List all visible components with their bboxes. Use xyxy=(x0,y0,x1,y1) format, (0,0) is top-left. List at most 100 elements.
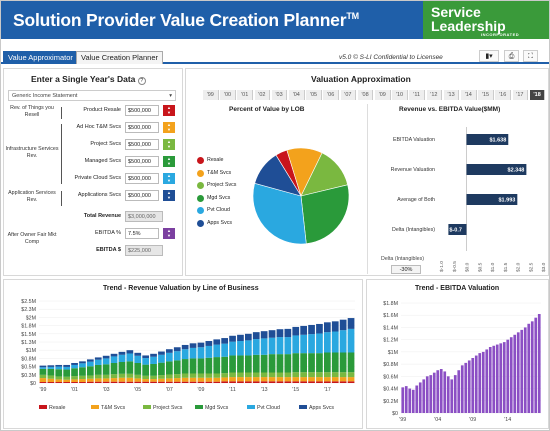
stacked-bar-segment xyxy=(339,381,347,383)
stacked-bar-segment xyxy=(252,339,260,355)
stacked-bar-segment xyxy=(339,377,347,382)
year-tab[interactable]: '11 xyxy=(409,90,425,100)
row-stepper[interactable]: ▲ ▼ xyxy=(163,122,175,133)
year-tab[interactable]: '16 xyxy=(495,90,511,100)
stacked-bar-segment xyxy=(47,365,55,367)
year-tab[interactable]: '08 xyxy=(357,90,374,100)
year-tab[interactable]: '14 xyxy=(461,90,477,100)
stacked-bar-segment xyxy=(229,372,236,378)
bookmark-icon[interactable]: ▮▾ xyxy=(479,50,499,62)
group-bracket xyxy=(61,124,62,184)
hbar-category-label: Revenue Valuation xyxy=(391,167,435,173)
ebitda-bar xyxy=(478,353,482,413)
stacked-bar-segment xyxy=(347,318,355,329)
stacked-bar-segment xyxy=(102,355,110,359)
year-tab[interactable]: '15 xyxy=(478,90,494,100)
ebitda-bar xyxy=(523,327,527,413)
stacked-bar-segment xyxy=(308,377,315,382)
stacked-bar-segment xyxy=(63,376,70,380)
ebitda-bar xyxy=(453,375,457,413)
hbar-category-label: Average of Both xyxy=(397,197,435,203)
hbar-tick-label: $-1.0 xyxy=(439,261,445,272)
stacked-bar-segment xyxy=(150,356,157,364)
year-tab[interactable]: '07 xyxy=(340,90,357,100)
year-tab[interactable]: '06 xyxy=(323,90,339,100)
stacked-bar-segment xyxy=(197,347,205,359)
statement-select[interactable]: Generic Income Statement ▾ xyxy=(8,90,176,101)
stacked-bar-segment xyxy=(55,382,63,383)
stacked-bar-segment xyxy=(181,359,189,374)
stacked-bar-segment xyxy=(126,361,134,374)
hbar-category-label: EBITDA Valuation xyxy=(393,137,435,143)
row-stepper[interactable]: ▲ ▼ xyxy=(163,105,175,116)
year-tab[interactable]: '04 xyxy=(289,90,305,100)
year-tab[interactable]: '10 xyxy=(392,90,408,100)
legend-label: Apps Svcs xyxy=(207,219,233,226)
stacked-bar-segment xyxy=(284,372,292,378)
stacked-bar-segment xyxy=(213,381,221,383)
help-icon[interactable]: ? xyxy=(137,77,146,85)
legend-label: Project Svcs xyxy=(207,182,237,188)
app-title: Solution Provider Value Creation Planner… xyxy=(13,10,359,30)
year-tab[interactable]: '03 xyxy=(271,90,288,100)
stacked-bar-segment xyxy=(71,376,78,380)
year-tab[interactable]: '99 xyxy=(203,90,219,100)
year-tab[interactable]: '12 xyxy=(426,90,443,100)
y-tick-label: $0.8M xyxy=(21,356,36,362)
stacked-bar-segment xyxy=(166,352,173,362)
stacked-bar-segment xyxy=(308,353,315,373)
stacked-bar-segment xyxy=(63,382,70,383)
row-value-input[interactable]: $500,000 xyxy=(125,122,159,133)
row-value-input[interactable]: $500,000 xyxy=(125,156,159,167)
stacked-bar-segment xyxy=(166,378,173,382)
ebitda-stepper[interactable]: ▲ ▼ xyxy=(163,228,175,239)
row-stepper[interactable]: ▲ ▼ xyxy=(163,139,175,150)
fullscreen-icon[interactable]: ⛶ xyxy=(523,50,538,62)
legend-label: Pvt Cloud xyxy=(207,207,230,213)
delta-pct-label: Delta (Intangibles) xyxy=(381,256,424,262)
stacked-bar-segment xyxy=(292,326,300,336)
y-tick-label: $0.6M xyxy=(383,374,398,380)
stacked-bar-segment xyxy=(268,330,276,338)
year-tab[interactable]: '17 xyxy=(512,90,529,100)
year-tab[interactable]: '00 xyxy=(220,90,236,100)
row-stepper[interactable]: ▲ ▼ xyxy=(163,190,175,201)
hbar-category-label: Delta (Intangibles) xyxy=(392,227,435,233)
legend-label: T&M Svcs xyxy=(207,169,232,176)
row-stepper[interactable]: ▲ ▼ xyxy=(163,156,175,167)
year-tab[interactable]: '13 xyxy=(443,90,460,100)
ebitda-pct-input[interactable]: 7.5% xyxy=(125,228,159,239)
year-tab[interactable]: '05 xyxy=(306,90,322,100)
year-tab[interactable]: '18 xyxy=(529,90,546,100)
stacked-bar-segment xyxy=(181,381,189,383)
year-tab[interactable]: '01 xyxy=(237,90,253,100)
row-value-input[interactable]: $500,000 xyxy=(125,139,159,150)
stacked-bar-segment xyxy=(110,362,118,375)
row-stepper[interactable]: ▲ ▼ xyxy=(163,173,175,184)
stacked-bar-segment xyxy=(245,340,252,356)
tab-value-creation-planner[interactable]: Value Creation Planner xyxy=(76,51,163,64)
stacked-bar-segment xyxy=(221,381,228,383)
ebitda-pct-label: EBITDA % xyxy=(95,230,121,236)
row-value-input[interactable]: $500,000 xyxy=(125,190,159,201)
ebitda-bar xyxy=(404,386,408,413)
year-tab[interactable]: '09 xyxy=(375,90,391,100)
x-tick-label: '09 xyxy=(197,387,204,393)
print-icon[interactable]: ⎙ xyxy=(504,50,519,62)
ebitda-bar xyxy=(481,351,485,413)
tab-value-approximator[interactable]: Value Approximator xyxy=(3,51,78,64)
stacked-bar-segment xyxy=(87,378,94,382)
ebitda-trend-chart: $0 $0.2M $0.4M $0.6M $0.8M $1M $1.2M $1.4M $1.6M… xyxy=(383,301,541,423)
ebitda-bar xyxy=(418,382,422,413)
pie-slice-pvt-cloud[interactable] xyxy=(252,182,307,245)
row-value-input[interactable]: $500,000 xyxy=(125,173,159,184)
row-value-input[interactable]: $500,000 xyxy=(125,105,159,116)
year-tab[interactable]: '02 xyxy=(254,90,271,100)
ebitda-bar xyxy=(450,379,454,413)
legend-swatch xyxy=(197,194,204,202)
revenue-trend-title: Trend - Revenue Valuation by Line of Bus… xyxy=(103,285,259,292)
stacked-bar-segment xyxy=(173,374,181,379)
pie-slice-mgd-svcs[interactable] xyxy=(300,184,350,245)
pie-slice-apps-svcs[interactable] xyxy=(254,154,302,197)
stacked-bar-segment xyxy=(260,372,268,378)
